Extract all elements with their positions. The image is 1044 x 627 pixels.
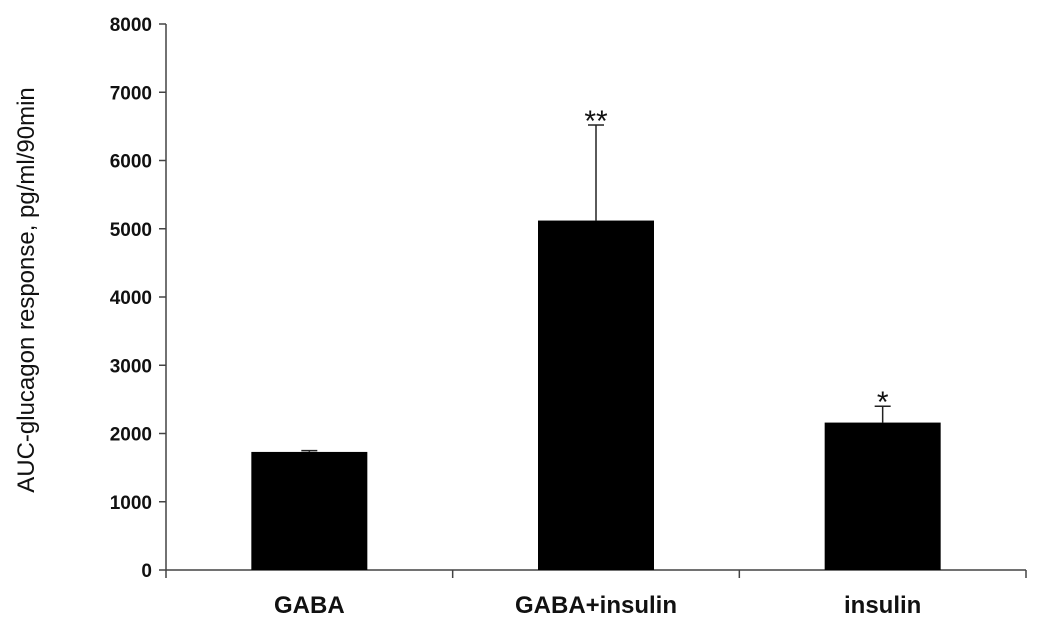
significance-marker: ** [584, 105, 608, 138]
bar [538, 220, 654, 570]
y-tick-label: 3000 [110, 356, 152, 377]
y-tick-label: 0 [141, 561, 152, 582]
bars: *** [251, 105, 941, 570]
bar [824, 422, 941, 570]
y-tick-label: 5000 [110, 220, 152, 241]
x-category-label: insulin [844, 592, 921, 619]
x-category-label: GABA [274, 592, 345, 619]
y-tick-label: 6000 [110, 152, 152, 173]
x-axis: GABA GABA+insulin insulin [165, 569, 1027, 619]
y-tick-label: 1000 [110, 493, 152, 514]
y-tick-label: 7000 [110, 83, 152, 104]
y-tick-label: 4000 [110, 288, 152, 309]
y-axis: 0 1000 2000 3000 4000 5000 6000 7000 8000 [110, 15, 167, 582]
y-axis-title: AUC-glucagon response, pg/ml/90min [13, 87, 40, 493]
x-category-label: GABA+insulin [515, 592, 677, 619]
y-tick-label: 2000 [110, 425, 152, 446]
significance-marker: * [877, 386, 889, 419]
y-tick-label: 8000 [110, 15, 152, 36]
bar [251, 451, 368, 570]
